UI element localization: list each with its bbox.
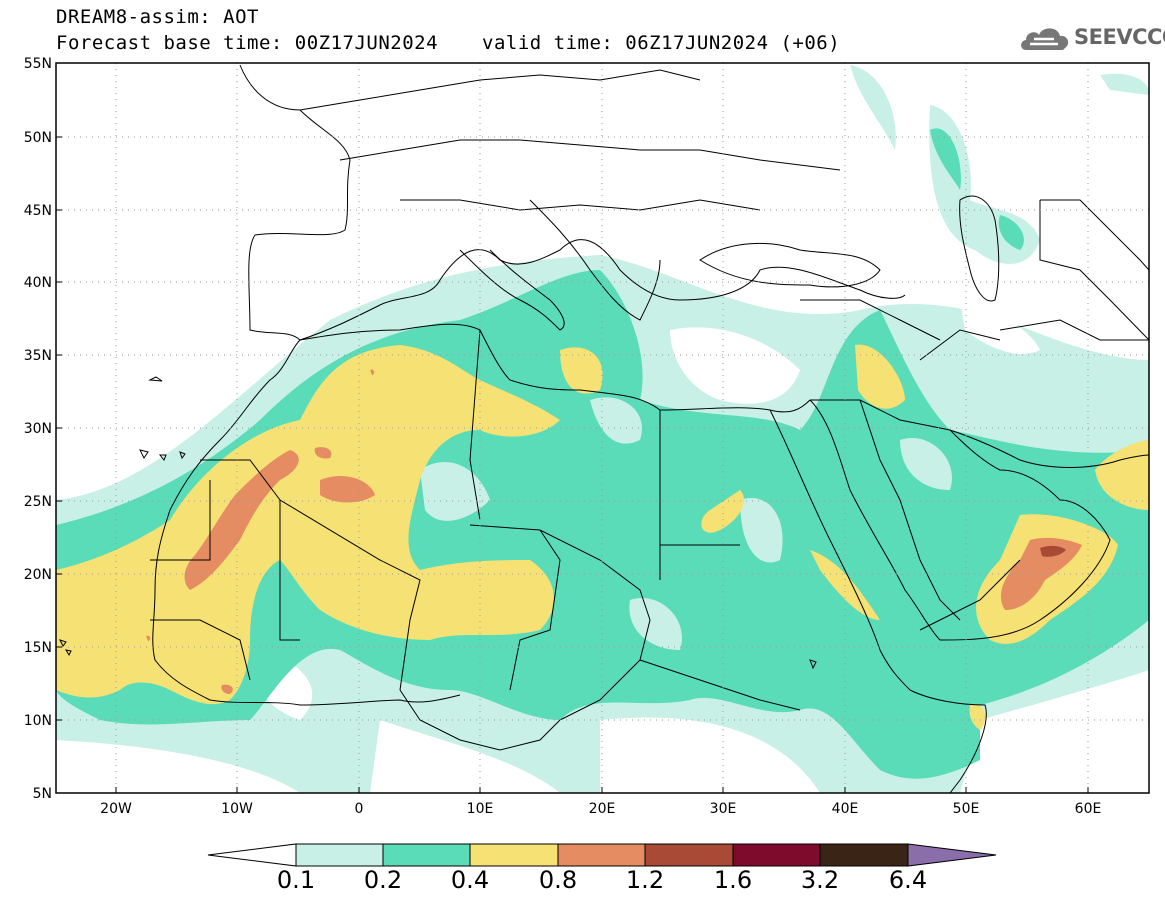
lon-label: 10W bbox=[221, 801, 253, 817]
lat-label: 10N bbox=[24, 713, 52, 729]
longitude-labels: 20W 10W 0 10E 20E 30E 40E 50E 60E bbox=[100, 801, 1101, 817]
aot-band-0-8 bbox=[146, 369, 1082, 694]
colorbar-label: 0.2 bbox=[363, 866, 403, 894]
lat-label: 45N bbox=[24, 203, 52, 219]
lat-label: 5N bbox=[33, 786, 52, 802]
aot-band-0-1-islands bbox=[420, 397, 952, 650]
colorbar-label: 3.2 bbox=[800, 866, 840, 894]
lon-label: 10E bbox=[467, 801, 494, 817]
lon-label: 50E bbox=[953, 801, 980, 817]
lon-label: 20W bbox=[100, 801, 132, 817]
lat-label: 35N bbox=[24, 348, 52, 364]
lat-label: 50N bbox=[24, 130, 52, 146]
colorbar-label: 6.4 bbox=[888, 866, 928, 894]
lat-label: 30N bbox=[24, 421, 52, 437]
forecast-base-time: Forecast base time: 00Z17JUN2024 bbox=[56, 32, 439, 54]
valid-time: valid time: 06Z17JUN2024 (+06) bbox=[482, 32, 841, 54]
aot-clear-areas bbox=[56, 300, 1149, 793]
lon-label: 0 bbox=[355, 801, 364, 817]
lon-label: 40E bbox=[832, 801, 859, 817]
lon-label: 20E bbox=[589, 801, 616, 817]
lat-label: 40N bbox=[24, 275, 52, 291]
cloud-logo-icon bbox=[1021, 28, 1069, 50]
colorbar-label: 0.8 bbox=[538, 866, 578, 894]
colorbar-label: 1.6 bbox=[713, 866, 753, 894]
lat-label: 25N bbox=[24, 494, 52, 510]
colorbar-label: 0.1 bbox=[276, 866, 316, 894]
map-field-layer bbox=[56, 63, 1149, 793]
lon-label: 60E bbox=[1075, 801, 1102, 817]
lon-label: 30E bbox=[710, 801, 737, 817]
colorbar-label: 1.2 bbox=[625, 866, 665, 894]
aot-band-1-2 bbox=[1040, 545, 1066, 557]
seevccc-logo: SEEVCCC bbox=[1018, 22, 1165, 56]
colorbar-label: 0.4 bbox=[450, 866, 490, 894]
coastlines-borders bbox=[59, 64, 1149, 793]
lat-label: 55N bbox=[24, 56, 52, 72]
lat-lon-grid bbox=[56, 63, 1149, 793]
latitude-labels: 55N 50N 45N 40N 35N 30N 25N 20N 15N 10N … bbox=[24, 56, 52, 802]
logo-text: SEEVCCC bbox=[1074, 25, 1165, 49]
lat-label: 20N bbox=[24, 567, 52, 583]
lat-label: 15N bbox=[24, 640, 52, 656]
map-title-model: DREAM8-assim: AOT bbox=[56, 6, 259, 28]
aot-band-0-4 bbox=[56, 344, 1149, 730]
axis-ticks bbox=[56, 62, 1089, 794]
